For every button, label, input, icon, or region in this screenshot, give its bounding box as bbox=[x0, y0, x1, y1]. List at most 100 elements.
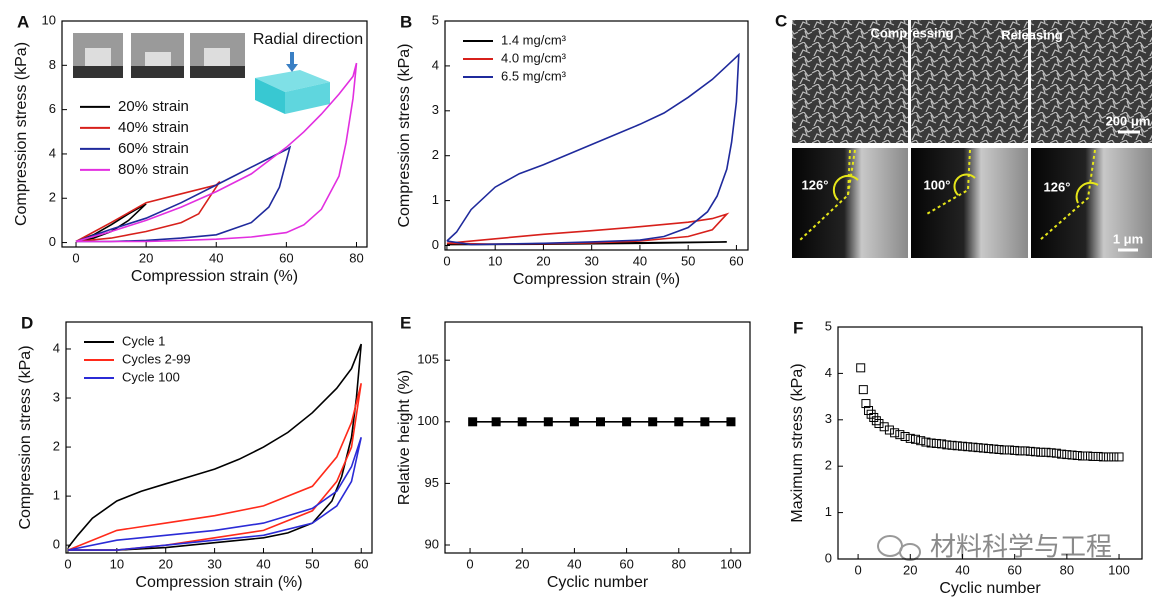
y-tick-label: 0 bbox=[432, 237, 439, 252]
y-tick-label: 2 bbox=[53, 439, 60, 454]
inset-photos bbox=[73, 33, 245, 78]
y-tick-label: 4 bbox=[49, 145, 56, 160]
marker bbox=[517, 417, 527, 427]
angle-label: 126° bbox=[802, 177, 829, 192]
y-tick-label: 4 bbox=[825, 365, 832, 380]
x-tick-label: 60 bbox=[279, 250, 293, 265]
marker bbox=[700, 417, 710, 427]
y-axis-title: Compression stress (kPa) bbox=[396, 43, 413, 227]
y-tick-label: 2 bbox=[432, 147, 439, 162]
marker bbox=[1104, 452, 1114, 462]
marker bbox=[569, 417, 579, 427]
y-tick-label: 0 bbox=[53, 537, 60, 552]
x-tick-label: 0 bbox=[466, 556, 473, 571]
x-tick-label: 40 bbox=[256, 556, 270, 571]
legend-label: 4.0 mg/cm³ bbox=[501, 50, 567, 65]
marker bbox=[648, 417, 658, 427]
marker bbox=[916, 436, 926, 446]
x-axis-title: Compression strain (%) bbox=[135, 574, 302, 591]
cube-icon bbox=[255, 52, 330, 114]
marker bbox=[890, 428, 900, 438]
x-tick-label: 80 bbox=[349, 250, 363, 265]
marker bbox=[1083, 451, 1093, 461]
y-tick-label: 2 bbox=[49, 190, 56, 205]
x-tick-label: 10 bbox=[110, 556, 124, 571]
marker bbox=[674, 417, 684, 427]
y-tick-label: 3 bbox=[432, 102, 439, 117]
x-tick-label: 80 bbox=[672, 556, 686, 571]
y-tick-label: 3 bbox=[825, 411, 832, 426]
panel-label: C bbox=[775, 11, 787, 30]
x-tick-label: 30 bbox=[207, 556, 221, 571]
legend-label: 20% strain bbox=[118, 98, 189, 115]
series-line bbox=[75, 203, 147, 243]
marker bbox=[911, 434, 921, 444]
marker bbox=[973, 443, 983, 453]
marker bbox=[1031, 447, 1041, 457]
marker bbox=[999, 445, 1009, 455]
marker bbox=[858, 385, 868, 395]
y-tick-label: 5 bbox=[825, 318, 832, 333]
series-line bbox=[67, 343, 362, 551]
sem-images bbox=[792, 20, 1152, 258]
marker bbox=[957, 441, 967, 451]
marker bbox=[1078, 451, 1088, 461]
marker bbox=[978, 443, 988, 453]
series-line bbox=[67, 437, 362, 551]
marker bbox=[1072, 451, 1082, 461]
angle-label: 100° bbox=[924, 177, 951, 192]
legend-label: Cycle 1 bbox=[122, 333, 165, 348]
y-tick-label: 8 bbox=[49, 57, 56, 72]
x-tick-label: 20 bbox=[536, 253, 550, 268]
marker bbox=[921, 437, 931, 447]
plot-frame bbox=[444, 321, 751, 554]
x-tick-label: 40 bbox=[567, 556, 581, 571]
y-tick-label: 95 bbox=[425, 475, 439, 490]
marker bbox=[468, 417, 478, 427]
marker bbox=[1010, 445, 1020, 455]
x-axis-title: Compression strain (%) bbox=[131, 268, 298, 285]
marker bbox=[895, 430, 905, 440]
marker bbox=[1025, 446, 1035, 456]
x-tick-label: 20 bbox=[903, 562, 917, 577]
marker bbox=[968, 442, 978, 452]
image-label: Compressing bbox=[870, 25, 953, 40]
marker bbox=[726, 417, 736, 427]
x-tick-label: 0 bbox=[72, 250, 79, 265]
series-line bbox=[67, 383, 362, 551]
y-tick-label: 1 bbox=[825, 504, 832, 519]
y-axis-title: Maximum stress (kPa) bbox=[789, 363, 806, 522]
marker bbox=[931, 438, 941, 448]
x-tick-label: 20 bbox=[139, 250, 153, 265]
y-tick-label: 6 bbox=[49, 101, 56, 116]
x-tick-label: 40 bbox=[633, 253, 647, 268]
marker bbox=[491, 417, 501, 427]
x-tick-label: 20 bbox=[158, 556, 172, 571]
x-axis-title: Cyclic number bbox=[547, 574, 649, 591]
x-tick-label: 60 bbox=[619, 556, 633, 571]
plot-frame bbox=[837, 326, 1143, 560]
marker bbox=[622, 417, 632, 427]
annotation: Radial direction bbox=[253, 31, 363, 48]
marker bbox=[871, 416, 881, 426]
panel-label: D bbox=[21, 313, 33, 332]
y-tick-label: 105 bbox=[417, 352, 439, 367]
watermark-icon bbox=[877, 535, 921, 561]
panel-label: F bbox=[793, 318, 803, 337]
y-tick-label: 10 bbox=[42, 12, 56, 27]
marker bbox=[1051, 448, 1061, 458]
marker bbox=[1098, 452, 1108, 462]
marker bbox=[1067, 450, 1077, 460]
series-line bbox=[75, 145, 292, 243]
legend-label: 40% strain bbox=[118, 119, 189, 136]
scale-bar-label: 200 μm bbox=[1106, 113, 1151, 128]
y-tick-label: 3 bbox=[53, 389, 60, 404]
y-tick-label: 4 bbox=[53, 340, 60, 355]
marker bbox=[884, 425, 894, 435]
marker bbox=[1109, 452, 1119, 462]
marker bbox=[1093, 451, 1103, 461]
series-line bbox=[75, 181, 221, 243]
y-tick-label: 5 bbox=[432, 12, 439, 27]
y-axis-title: Relative height (%) bbox=[396, 370, 413, 505]
x-tick-label: 40 bbox=[955, 562, 969, 577]
